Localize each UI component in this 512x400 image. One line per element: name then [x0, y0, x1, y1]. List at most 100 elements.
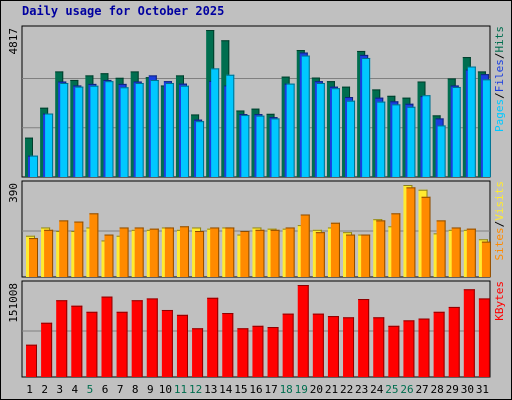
files-bar-edge: [58, 81, 67, 83]
sites-bar-edge: [278, 229, 280, 277]
sites-bar-edge: [157, 228, 159, 277]
day-label: 15: [234, 383, 247, 396]
pages-bar: [196, 121, 205, 177]
pages-bar-edge: [399, 104, 401, 177]
kbytes-bar-edge: [26, 344, 37, 346]
pages-bar-edge: [286, 83, 295, 85]
kbytes-bar-edge: [192, 328, 204, 330]
sites-bar-edge: [315, 232, 325, 234]
pages-bar-edge: [467, 66, 476, 68]
sites-bar-edge: [489, 241, 491, 277]
sites-bar: [74, 221, 84, 277]
pages-bar-edge: [263, 115, 265, 177]
day-label: 14: [219, 383, 233, 396]
kbytes-bar-edge: [186, 314, 188, 377]
hits-bar-edge: [357, 50, 366, 52]
kbytes-bar: [101, 296, 113, 377]
kbytes-bar: [252, 325, 264, 377]
day-label: 18: [280, 383, 293, 396]
pages-bar-edge: [180, 85, 189, 87]
files-bar-edge: [480, 74, 489, 76]
files-bar-edge: [254, 114, 263, 116]
kbytes-bar-edge: [207, 297, 219, 299]
pages-bar-edge: [37, 155, 38, 177]
sites-bar: [195, 231, 205, 277]
sites-bar: [376, 220, 386, 277]
kbytes-bar: [222, 313, 234, 377]
sites-bar-edge: [376, 220, 386, 222]
day-label: 1: [26, 383, 33, 396]
hits-bar-edge: [477, 71, 486, 73]
pages-bar: [75, 86, 84, 177]
pages-bar-edge: [452, 86, 461, 88]
hits-bar-edge: [221, 40, 230, 42]
kbytes-bar-edge: [443, 311, 445, 377]
legend: Pages/Files/Hits: [493, 26, 506, 132]
kbytes-bar-edge: [428, 318, 430, 377]
visits-bar-edge: [267, 228, 277, 230]
pages-bar-edge: [437, 125, 446, 127]
sites-bar-edge: [481, 241, 491, 243]
day-label: 8: [132, 383, 139, 396]
sites-bar-edge: [270, 229, 280, 231]
pages-bar-edge: [196, 121, 205, 123]
pages-bar-edge: [187, 85, 189, 177]
sites-bar: [89, 213, 99, 277]
kbytes-bar-edge: [217, 297, 219, 377]
kbytes-bar-edge: [403, 320, 415, 322]
pages-bar-edge: [241, 115, 250, 117]
pages-bar: [377, 101, 386, 177]
kbytes-bar-edge: [131, 300, 143, 302]
files-bar-edge: [148, 75, 157, 77]
pages-bar-edge: [157, 79, 159, 177]
visits-bar-edge: [41, 227, 51, 229]
kbytes-bar-edge: [51, 322, 53, 377]
sites-bar-edge: [44, 229, 54, 231]
pages-bar-edge: [301, 55, 310, 57]
day-label: 7: [117, 383, 124, 396]
visits-bar-edge: [312, 229, 322, 231]
pages-bar-edge: [489, 79, 491, 177]
legend-entry: Files: [493, 59, 506, 92]
kbytes-bar: [403, 320, 415, 377]
files-bar-edge: [299, 52, 308, 54]
day-label: 29: [446, 383, 459, 396]
kbytes-bar: [297, 285, 309, 377]
kbytes-bar: [373, 317, 385, 377]
files-bar-edge: [239, 114, 248, 116]
sites-bar-edge: [263, 229, 265, 277]
files-bar-edge: [450, 85, 459, 87]
kbytes-bar-edge: [448, 306, 460, 308]
day-label: 16: [249, 383, 262, 396]
pages-bar-edge: [392, 104, 401, 106]
sites-bar-edge: [104, 234, 114, 236]
kbytes-bar: [448, 306, 460, 377]
pages-bar-edge: [203, 121, 205, 177]
kbytes-bar-edge: [111, 296, 113, 377]
day-label: 2: [41, 383, 48, 396]
files-bar-edge: [118, 83, 127, 85]
pages-bar: [331, 88, 340, 177]
kbytes-bar-edge: [368, 299, 370, 377]
kbytes-bar-edge: [161, 309, 173, 311]
pages-bar: [437, 125, 446, 177]
hits-bar-edge: [70, 79, 79, 81]
sites-bar: [255, 229, 265, 277]
kbytes-bar-edge: [297, 285, 309, 286]
pages-bar-edge: [474, 66, 476, 177]
pages-bar-edge: [52, 113, 54, 177]
hits-bar-edge: [417, 81, 426, 83]
files-bar-edge: [103, 79, 112, 81]
kbytes-bar-edge: [478, 298, 490, 300]
pages-bar-edge: [248, 115, 250, 177]
sites-bar-edge: [67, 220, 69, 277]
legend-entry: Visits: [493, 181, 506, 221]
day-label: 26: [400, 383, 413, 396]
sites-bar-edge: [29, 238, 38, 240]
kbytes-bar: [131, 300, 143, 377]
kbytes-bar-edge: [96, 311, 98, 377]
hits-bar-edge: [326, 81, 335, 83]
pages-bar-edge: [369, 57, 371, 177]
pages-bar-edge: [377, 101, 386, 103]
sites-bar: [436, 220, 446, 277]
